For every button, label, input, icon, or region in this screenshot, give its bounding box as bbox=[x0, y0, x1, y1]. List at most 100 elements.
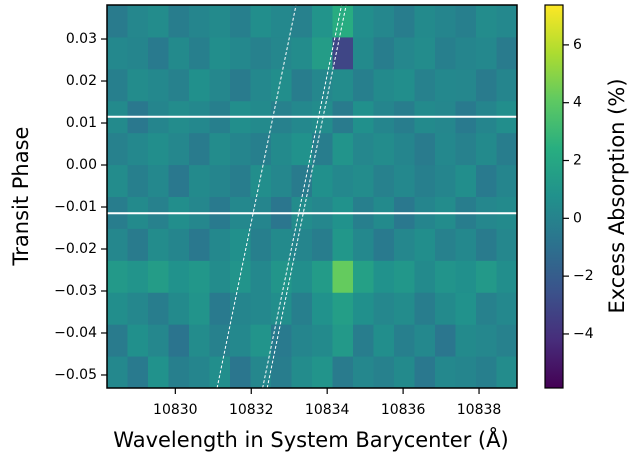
heatmap-cell bbox=[353, 228, 374, 261]
heatmap-cell bbox=[168, 356, 190, 388]
heatmap-cell bbox=[250, 260, 272, 293]
heatmap-cell bbox=[394, 324, 415, 357]
heatmap-cell bbox=[496, 260, 517, 293]
heatmap-cell bbox=[127, 164, 149, 197]
heatmap-cell bbox=[148, 5, 169, 38]
heatmap-cell bbox=[394, 292, 415, 325]
y-tick-label: 0.03 bbox=[66, 31, 97, 47]
heatmap-cell bbox=[168, 68, 190, 102]
heatmap-cell bbox=[250, 132, 272, 166]
heatmap-cell bbox=[455, 260, 477, 293]
heatmap-cell bbox=[230, 292, 251, 325]
heatmap-cell bbox=[271, 36, 292, 70]
heatmap-cell bbox=[127, 5, 149, 38]
heatmap-cell bbox=[414, 132, 436, 166]
heatmap-cell bbox=[373, 132, 395, 166]
heatmap-cell bbox=[435, 36, 456, 70]
heatmap-cell bbox=[496, 228, 517, 261]
heatmap-cell bbox=[168, 132, 190, 166]
heatmap-cell bbox=[312, 5, 333, 38]
heatmap-cell bbox=[476, 164, 497, 197]
heatmap-cell bbox=[250, 228, 272, 261]
heatmap-cell bbox=[148, 292, 169, 325]
heatmap-cell bbox=[107, 292, 128, 325]
x-axis-label: Wavelength in System Barycenter (Å) bbox=[113, 426, 508, 452]
heatmap-cell bbox=[271, 356, 292, 388]
heatmap-cell bbox=[168, 164, 190, 197]
heatmap-cell bbox=[373, 228, 395, 261]
colorbar-tick-label: 4 bbox=[573, 95, 582, 111]
y-tick-label: 0.01 bbox=[66, 115, 97, 131]
heatmap-cell bbox=[189, 132, 210, 166]
heatmap-cell bbox=[230, 228, 251, 261]
dashed-line bbox=[266, 5, 347, 388]
heatmap-cell bbox=[373, 324, 395, 357]
heatmap-cell bbox=[394, 132, 415, 166]
heatmap-cell bbox=[291, 292, 313, 325]
heatmap-cell bbox=[455, 228, 477, 261]
heatmap-cell bbox=[209, 228, 231, 261]
heatmap-cell bbox=[353, 164, 374, 197]
heatmap-cell bbox=[107, 228, 128, 261]
heatmap-cell bbox=[107, 260, 128, 293]
heatmap-cell bbox=[189, 356, 210, 388]
heatmap-cell bbox=[189, 324, 210, 357]
heatmap-cell bbox=[127, 260, 149, 293]
heatmap-cell bbox=[353, 292, 374, 325]
heatmap-cell bbox=[127, 132, 149, 166]
heatmap-cell bbox=[414, 356, 436, 388]
heatmap-cell bbox=[414, 324, 436, 357]
heatmap-cell bbox=[455, 292, 477, 325]
heatmap-cell bbox=[414, 68, 436, 102]
heatmap-cell bbox=[496, 132, 517, 166]
x-tick-label: 10832 bbox=[229, 402, 274, 418]
heatmap-cell bbox=[250, 5, 272, 38]
heatmap-cell bbox=[455, 324, 477, 357]
heatmap-cell bbox=[394, 356, 415, 388]
heatmap-cell bbox=[455, 68, 477, 102]
heatmap-cell bbox=[107, 5, 128, 38]
heatmap-cell bbox=[394, 5, 415, 38]
heatmap-cell bbox=[496, 164, 517, 197]
heatmap-cell bbox=[209, 36, 231, 70]
heatmap-cell bbox=[332, 36, 354, 70]
heatmap-cell bbox=[291, 324, 313, 357]
heatmap-cell bbox=[455, 356, 477, 388]
heatmap-cell bbox=[271, 324, 292, 357]
heatmap-cell bbox=[455, 5, 477, 38]
heatmap-cell bbox=[414, 5, 436, 38]
heatmap-cell bbox=[394, 36, 415, 70]
heatmap-cell bbox=[291, 68, 313, 102]
heatmap-cell bbox=[107, 36, 128, 70]
heatmap-cell bbox=[209, 5, 231, 38]
heatmap-cell bbox=[189, 5, 210, 38]
heatmap-cell bbox=[332, 260, 354, 293]
heatmap-cell bbox=[148, 324, 169, 357]
heatmap-cell bbox=[476, 5, 497, 38]
x-tick-label: 10838 bbox=[457, 402, 502, 418]
heatmap-cell bbox=[332, 5, 354, 38]
heatmap-cell bbox=[189, 68, 210, 102]
heatmap-cell bbox=[394, 228, 415, 261]
heatmap-cell bbox=[414, 164, 436, 197]
heatmap-cell bbox=[230, 68, 251, 102]
heatmap-cell bbox=[189, 228, 210, 261]
heatmap-cell bbox=[476, 228, 497, 261]
heatmap-cell bbox=[373, 36, 395, 70]
heatmap-cell bbox=[291, 228, 313, 261]
heatmap-cell bbox=[476, 292, 497, 325]
dashed-line bbox=[262, 5, 343, 388]
heatmap-cell bbox=[148, 132, 169, 166]
heatmap-cell bbox=[189, 36, 210, 70]
heatmap-cell bbox=[127, 228, 149, 261]
heatmap-cell bbox=[476, 356, 497, 388]
heatmap-cell bbox=[373, 292, 395, 325]
heatmap-cell bbox=[476, 36, 497, 70]
heatmap-cell bbox=[168, 260, 190, 293]
heatmap-cell bbox=[353, 5, 374, 38]
heatmap-cell bbox=[312, 132, 333, 166]
dashed-line bbox=[216, 5, 297, 388]
plot-frame bbox=[106, 4, 518, 389]
heatmap-cell bbox=[312, 292, 333, 325]
y-axis-label: Transit Phase bbox=[9, 127, 33, 267]
